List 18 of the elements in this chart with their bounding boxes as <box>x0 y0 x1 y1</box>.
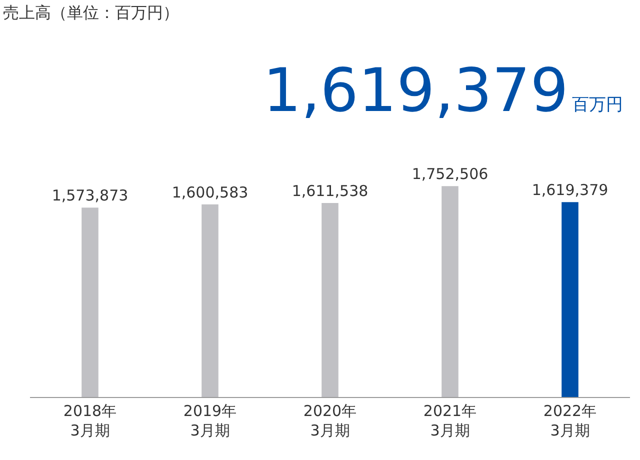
x-tick-label: 2018年 3月期 <box>63 402 117 440</box>
data-label: 1,611,538 <box>292 182 368 200</box>
bar <box>562 202 578 397</box>
x-tick-label: 2019年 3月期 <box>183 402 237 440</box>
x-tick-label: 2022年 3月期 <box>543 402 597 440</box>
x-tick-label: 2021年 3月期 <box>423 402 477 440</box>
text: 1,619,379 <box>263 56 568 126</box>
data-label: 1,619,379 <box>532 181 608 200</box>
text: 百万円 <box>572 95 623 115</box>
chart-title: 売上高（単位：百万円） <box>3 3 180 22</box>
bar <box>82 208 98 397</box>
bar <box>322 203 338 397</box>
bar <box>202 204 218 397</box>
bar <box>442 186 458 397</box>
data-label: 1,573,873 <box>52 186 128 205</box>
data-label: 1,752,506 <box>412 165 488 184</box>
x-tick-label: 2020年 3月期 <box>303 402 357 440</box>
data-label: 1,600,583 <box>172 183 248 202</box>
